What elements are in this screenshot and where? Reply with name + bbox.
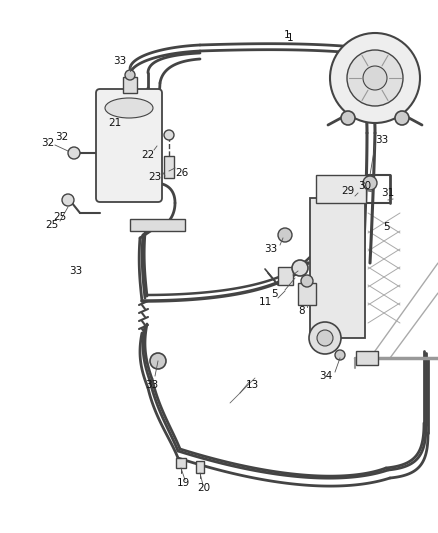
Text: 33: 33 [69,266,83,276]
Bar [356,351,378,365]
Text: 1: 1 [287,33,293,43]
Circle shape [62,194,74,206]
Circle shape [363,66,387,90]
Text: 33: 33 [145,380,159,390]
Bar [196,461,204,473]
Bar [130,219,185,231]
Bar [278,267,293,285]
Text: 25: 25 [53,212,67,222]
Text: 26: 26 [175,168,189,178]
Text: 1: 1 [284,30,290,40]
Text: 8: 8 [299,306,305,316]
Circle shape [301,275,313,287]
Bar [123,77,137,93]
Circle shape [395,111,409,125]
Text: 32: 32 [55,132,69,142]
Circle shape [125,70,135,80]
Ellipse shape [105,98,153,118]
Circle shape [68,147,80,159]
Text: 20: 20 [198,483,211,493]
Bar [176,458,186,468]
Bar [310,198,365,338]
Text: 5: 5 [383,222,389,232]
Text: 33: 33 [113,56,127,66]
Circle shape [292,260,308,276]
Text: 21: 21 [108,118,122,128]
Circle shape [278,228,292,242]
Circle shape [335,350,345,360]
Text: 5: 5 [271,289,277,299]
Circle shape [150,353,166,369]
Circle shape [309,322,341,354]
Text: 13: 13 [245,380,258,390]
Text: 31: 31 [381,188,395,198]
Circle shape [347,50,403,106]
Text: 29: 29 [341,186,355,196]
Circle shape [363,176,377,190]
Text: 34: 34 [319,371,332,381]
Text: 11: 11 [258,297,272,307]
Bar [298,283,316,305]
Circle shape [341,111,355,125]
FancyBboxPatch shape [96,89,162,202]
Text: 32: 32 [41,138,55,148]
Circle shape [330,33,420,123]
Circle shape [164,130,174,140]
Text: 22: 22 [141,150,155,160]
Text: 33: 33 [375,135,389,145]
Circle shape [317,330,333,346]
Text: 23: 23 [148,172,162,182]
Text: 30: 30 [358,181,371,191]
Text: 33: 33 [265,244,278,254]
Bar [316,175,366,203]
Bar [164,156,174,178]
Text: 19: 19 [177,478,190,488]
Text: 25: 25 [46,220,59,230]
